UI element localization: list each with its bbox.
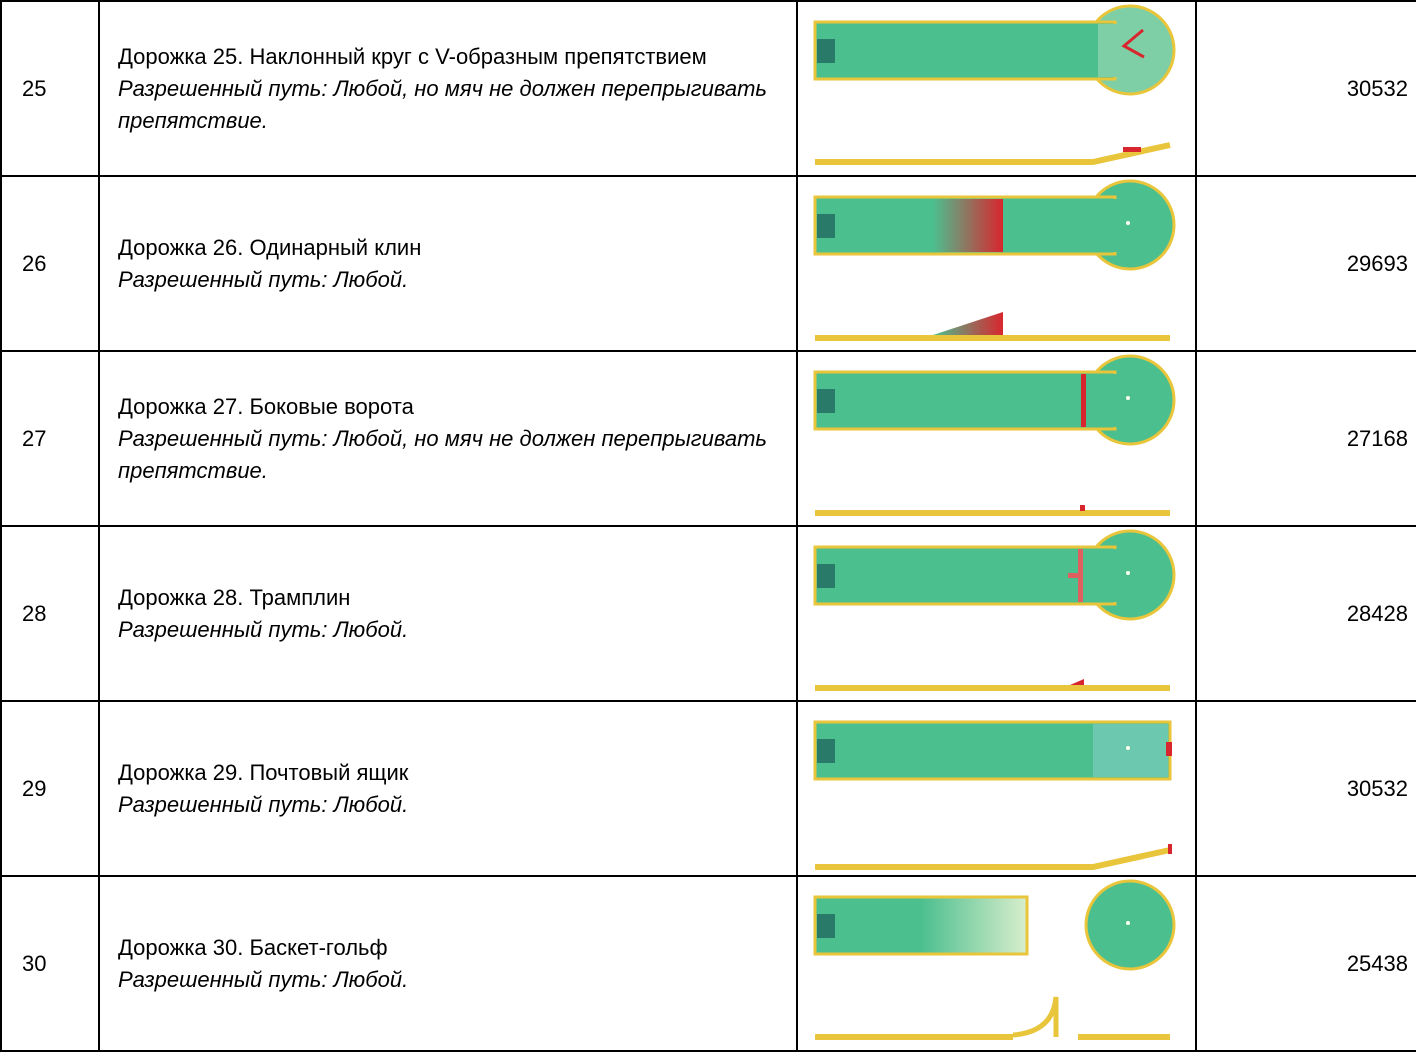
tee (817, 389, 835, 413)
tee (817, 739, 835, 763)
table-row: 27 Дорожка 27. Боковые ворота Разрешенный … (0, 350, 1416, 527)
course-number: 30 (22, 950, 47, 976)
allowed-path: Разрешенный путь: Любой, но мяч не долже… (118, 425, 767, 483)
description-cell: Дорожка 28. Трамплин Разрешенный путь: Лю… (98, 525, 798, 702)
code-cell: 28428 (1195, 525, 1416, 702)
number-cell: 26 (0, 175, 100, 352)
course-drawing (813, 4, 1176, 165)
course-code: 27168 (1346, 425, 1408, 451)
course-title: Дорожка 26. Одинарный клин (118, 234, 422, 260)
course-title: Дорожка 29. Почтовый ящик (118, 759, 409, 785)
code-cell: 27168 (1195, 350, 1416, 527)
table-row: 26 Дорожка 26. Одинарный клин Разрешенный … (0, 175, 1416, 352)
lane-cover (1098, 549, 1118, 602)
code-cell: 29693 (1195, 175, 1416, 352)
course-number: 27 (22, 425, 47, 451)
description-cell: Дорожка 27. Боковые ворота Разрешенный пу… (98, 350, 798, 527)
course-number: 28 (22, 600, 47, 626)
code-cell: 25438 (1195, 875, 1416, 1052)
number-cell: 29 (0, 700, 100, 877)
hole-area (1084, 879, 1176, 971)
image-cell (796, 350, 1197, 527)
side-view (815, 142, 1171, 165)
course-code: 25438 (1346, 950, 1408, 976)
lane (813, 370, 1117, 431)
number-cell: 28 (0, 525, 100, 702)
table-row: 28 Дорожка 28. Трамплин Разрешенный путь: … (0, 525, 1416, 702)
lane-cover (1098, 24, 1118, 77)
v-obstacle (1121, 28, 1145, 59)
tee (817, 914, 835, 938)
code-cell: 30532 (1195, 0, 1416, 177)
course-code: 29693 (1346, 250, 1408, 276)
lane (813, 20, 1117, 81)
number-cell: 27 (0, 350, 100, 527)
image-cell (796, 700, 1197, 877)
course-title: Дорожка 27. Боковые ворота (118, 393, 414, 419)
course-number: 25 (22, 75, 47, 101)
image-cell (796, 175, 1197, 352)
cup (1126, 396, 1130, 400)
course-code: 30532 (1346, 775, 1408, 801)
course-title: Дорожка 25. Наклонный круг с V-образным … (118, 43, 707, 69)
wedge-side (933, 312, 1003, 335)
ramp-base (1068, 573, 1083, 578)
number-cell: 25 (0, 0, 100, 177)
number-cell: 30 (0, 875, 100, 1052)
cup (1126, 221, 1130, 225)
allowed-path: Разрешенный путь: Любой. (118, 266, 409, 292)
tee (817, 214, 835, 238)
mailbox-side (1168, 844, 1172, 854)
course-drawing (813, 179, 1176, 341)
obstacle-side (1123, 147, 1141, 152)
tee (817, 564, 835, 588)
image-cell (796, 0, 1197, 177)
cup (1126, 921, 1130, 925)
basket-ramp (1012, 996, 1059, 1038)
image-cell (796, 875, 1197, 1052)
code-cell: 30532 (1195, 700, 1416, 877)
allowed-path: Разрешенный путь: Любой. (118, 791, 409, 817)
table-row: 25 Дорожка 25. Наклонный круг с V-образны… (0, 0, 1416, 177)
course-drawing (813, 879, 1176, 1040)
description-cell: Дорожка 30. Баскет-гольф Разрешенный путь… (98, 875, 798, 1052)
course-number: 29 (22, 775, 47, 801)
course-code: 28428 (1346, 600, 1408, 626)
course-drawing (813, 720, 1172, 870)
lane (813, 895, 1029, 956)
gate (1081, 374, 1086, 427)
mailbox (1166, 742, 1172, 756)
side-view (815, 847, 1171, 870)
tee (817, 39, 835, 63)
mailbox-zone (1093, 724, 1168, 777)
table-row: 29 Дорожка 29. Почтовый ящик Разрешенный п… (0, 700, 1416, 877)
allowed-path: Разрешенный путь: Любой. (118, 966, 409, 992)
ramp-side (1070, 679, 1084, 685)
allowed-path: Разрешенный путь: Любой. (118, 616, 409, 642)
course-number: 26 (22, 250, 47, 276)
table-row: 30 Дорожка 30. Баскет-гольф Разрешенный пу… (0, 875, 1416, 1052)
course-drawing (813, 529, 1176, 691)
course-drawing (813, 354, 1176, 516)
description-cell: Дорожка 25. Наклонный круг с V-образным … (98, 0, 798, 177)
image-cell (796, 525, 1197, 702)
course-code: 30532 (1346, 75, 1408, 101)
cup (1126, 746, 1130, 750)
allowed-path: Разрешенный путь: Любой, но мяч не долже… (118, 75, 767, 133)
description-cell: Дорожка 29. Почтовый ящик Разрешенный пут… (98, 700, 798, 877)
gate-side (1080, 505, 1085, 511)
wedge (933, 199, 1003, 252)
course-title: Дорожка 30. Баскет-гольф (118, 934, 388, 960)
lane-cover (1098, 374, 1118, 427)
course-title: Дорожка 28. Трамплин (118, 584, 351, 610)
lane-cover (1098, 199, 1118, 252)
cup (1126, 571, 1130, 575)
description-cell: Дорожка 26. Одинарный клин Разрешенный пу… (98, 175, 798, 352)
